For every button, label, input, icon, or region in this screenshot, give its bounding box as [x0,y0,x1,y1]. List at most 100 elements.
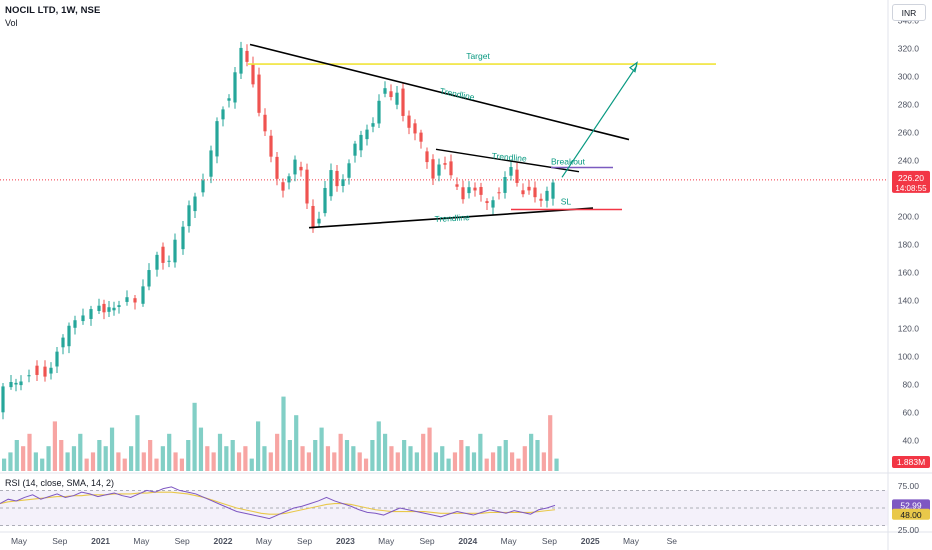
candle-body [251,63,255,85]
candle-body [167,260,171,262]
volume-bar [465,446,470,471]
candle-body [503,177,507,193]
candle-body [455,184,459,187]
volume-bar [497,446,502,471]
time-tick-label: Sep [419,536,434,546]
rsi-ma-box [892,508,930,520]
price-tick-label: 140.0 [898,295,920,305]
volume-bar [376,421,381,471]
volume-bar [78,433,83,471]
candle-body [335,170,339,187]
candle-body [539,198,543,201]
candle-body [89,309,93,319]
volume-bar [97,440,102,471]
candle-body [389,91,393,98]
candle-body [437,164,441,176]
upper-trendline-label: Trendline [439,86,476,103]
candle-body [353,143,357,156]
candle-body [329,170,333,197]
volume-bar [186,440,191,471]
volume-bar [319,427,324,471]
volume-bar [268,452,273,471]
volume-bar [14,440,19,471]
time-tick-label: Sep [52,536,67,546]
candle-body [27,375,31,377]
price-tick-label: 40.0 [902,435,919,445]
volume-bar [179,458,184,471]
volume-bar [287,440,292,471]
candle-body [407,115,411,128]
upper-trendline [249,43,630,141]
volume-bar [395,452,400,471]
candle-body [443,163,447,165]
candle-body [401,88,405,116]
volume-bar [478,433,483,471]
volume-bar [440,446,445,471]
volume-bar [351,446,356,471]
candle-body [461,187,465,200]
candle-body [221,109,225,120]
volume-bar [198,427,204,471]
candle-body [55,351,59,367]
lower-trendline-label: Trendline [434,212,470,224]
time-tick-label: May [256,536,273,546]
price-tick-label: 60.0 [902,407,919,417]
time-tick-label: May [623,536,640,546]
time-tick-label: Sep [542,536,557,546]
volume-bar [249,458,254,471]
candle-body [125,297,129,302]
time-tick-label: May [501,536,518,546]
arrow-head [629,61,638,73]
volume-bar [402,440,407,471]
volume-bar [40,458,45,471]
candle-body [112,307,116,311]
currency-button[interactable]: INR [892,4,926,21]
price-tick-label: 240.0 [898,156,920,166]
volume-bar [192,402,197,471]
volume-bar [294,415,299,471]
candle-body [102,303,106,313]
candle-body [257,74,261,113]
volume-bar [446,458,451,471]
volume-bar [408,446,413,471]
candle-body [305,169,309,204]
volume-bar [205,446,210,471]
rsi-value-box [892,499,930,512]
candle-body [299,166,303,171]
volume-bar [103,446,108,471]
candle-body [425,151,429,163]
price-tick-label: 200.0 [898,212,920,222]
projection-arrow [561,65,638,178]
breakout-label: Breakout [551,157,586,167]
volume-bar [503,440,508,471]
volume-bar [459,440,464,471]
price-tick-label: 160.0 [898,267,920,277]
candle-body [431,159,435,179]
candle-body [97,305,101,311]
candle-body [419,132,423,142]
volume-bar [535,440,540,471]
price-tick-label: 80.0 [902,379,919,389]
candle-body [551,182,555,199]
countdown-label: 14:08:55 [895,184,927,193]
time-tick-label: May [133,536,150,546]
candle-body [173,239,177,263]
volume-bar [84,458,89,471]
time-tick-label: 2024 [458,536,477,546]
candle-body [61,337,65,348]
volume-bars [2,396,559,471]
volume-bar [211,452,216,471]
volume-bar [90,452,96,471]
time-tick-label: May [378,536,395,546]
time-tick-label: May [11,536,28,546]
volume-bar [433,452,438,471]
volume-bar [230,440,235,471]
volume-bar [516,458,521,471]
chart-title: NOCIL LTD, 1W, NSE [5,5,101,16]
volume-bar [262,446,267,471]
time-tick-label: 2022 [214,536,233,546]
price-tick-label: 280.0 [898,100,920,110]
volume-bar [21,446,26,471]
price-tick-label: 300.0 [898,72,920,82]
